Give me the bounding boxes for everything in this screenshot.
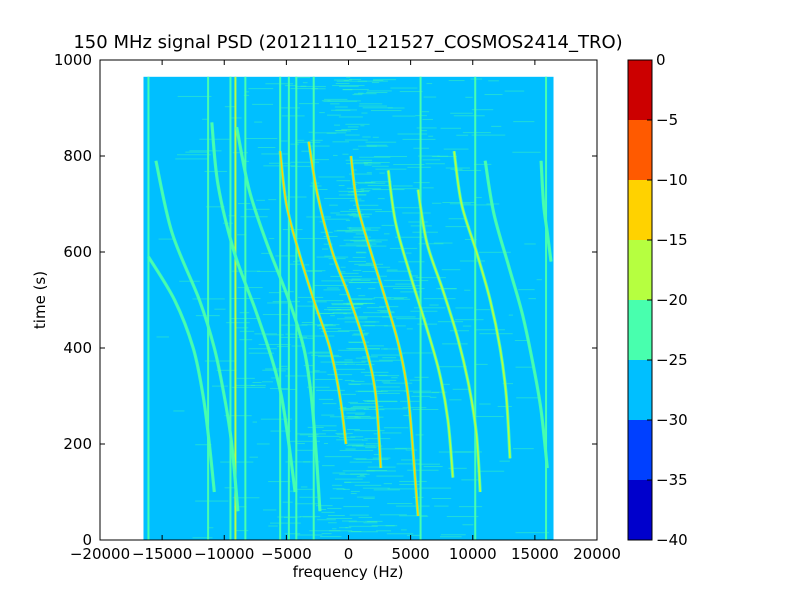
signal-trace: [155, 160, 239, 512]
signal-trace: [211, 122, 296, 493]
colorbar-band: [628, 240, 652, 300]
x-tick-label: −5000: [261, 545, 312, 563]
signal-traces: [147, 122, 553, 517]
chart-title: 150 MHz signal PSD (20121110_121527_COSM…: [73, 32, 622, 53]
signal-trace: [235, 127, 321, 512]
colorbar-band: [628, 300, 652, 360]
colorbar-tick-label: −30: [656, 411, 688, 429]
x-axis-label: frequency (Hz): [293, 563, 404, 581]
colorbar-band: [628, 180, 652, 240]
colorbar-tick-label: −35: [656, 471, 688, 489]
y-tick-label: 1000: [54, 51, 92, 69]
x-tick-label: 5000: [392, 545, 430, 563]
signal-trace: [307, 141, 382, 469]
colorbar-tick-label: −25: [656, 351, 688, 369]
signal-trace: [350, 155, 419, 517]
colorbar-tick-label: −40: [656, 531, 688, 549]
colorbar-tick-label: −20: [656, 291, 688, 309]
colorbar-tick-label: −15: [656, 231, 688, 249]
colorbar: 0 −5 −10 −15 −20 −25 −30 −35 −40: [627, 51, 688, 549]
y-tick-label: 800: [63, 147, 92, 165]
y-tick-label: 600: [63, 243, 92, 261]
x-tick-label: 10000: [449, 545, 497, 563]
colorbar-tick-label: −10: [656, 171, 688, 189]
signal-trace: [147, 256, 216, 493]
y-axis-label: time (s): [31, 271, 49, 329]
plot-area: [143, 76, 554, 540]
colorbar-tick-label: −5: [656, 111, 678, 129]
x-tick-label: 15000: [511, 545, 559, 563]
signal-trace: [484, 160, 549, 469]
signal-trace: [279, 151, 347, 445]
y-tick-label: 0: [82, 531, 92, 549]
signal-trace: [387, 170, 454, 478]
colorbar-band: [628, 480, 652, 540]
colorbar-band: [628, 120, 652, 180]
x-tick-label: −15000: [132, 545, 192, 563]
y-tick-label: 200: [63, 435, 92, 453]
signal-trace: [417, 189, 482, 493]
colorbar-band: [628, 420, 652, 480]
x-tick-label: −20000: [70, 545, 130, 563]
x-tick-label: 0: [344, 545, 354, 563]
y-axis: 0 200 400 600 800 1000: [54, 51, 597, 549]
colorbar-band: [628, 360, 652, 420]
colorbar-tick-label: 0: [656, 51, 666, 69]
x-axis: −20000 −15000 −10000 −5000 0 5000 10000 15000 20…: [70, 60, 621, 563]
signal-trace: [453, 151, 511, 459]
signal-trace: [540, 160, 552, 262]
colorbar-band: [628, 60, 652, 120]
y-tick-label: 400: [63, 339, 92, 357]
x-tick-label: −10000: [194, 545, 254, 563]
noise-streaks: [156, 76, 549, 540]
x-tick-label: 20000: [573, 545, 621, 563]
